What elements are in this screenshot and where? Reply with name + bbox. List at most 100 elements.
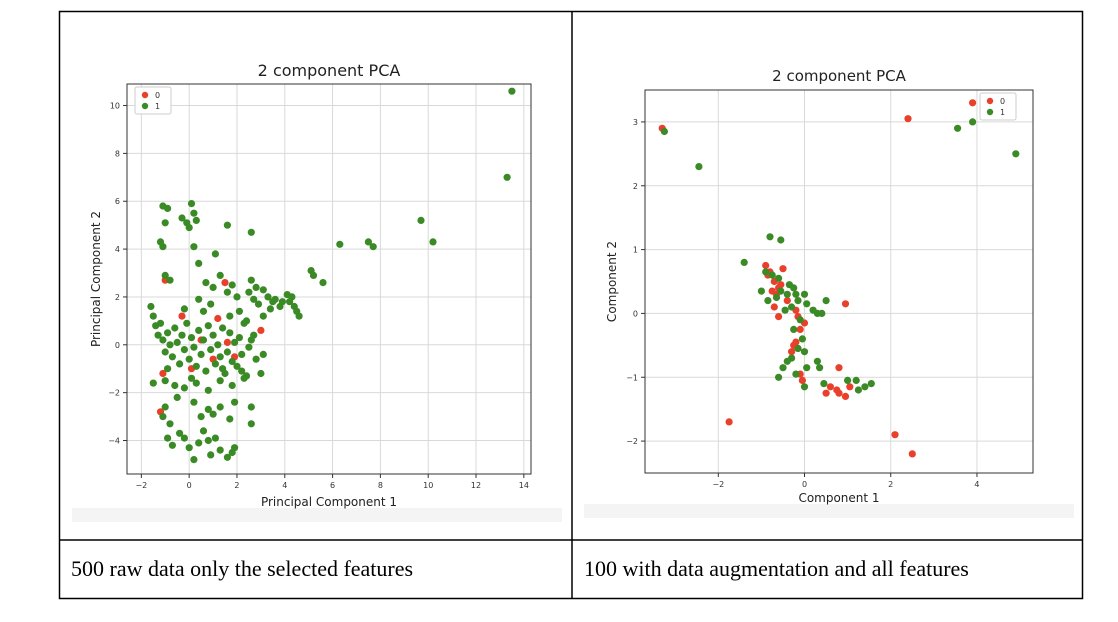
- data-point-class-1: [195, 439, 203, 447]
- data-point-class-1: [429, 238, 437, 246]
- x-tick-label: 0: [802, 480, 807, 489]
- data-point-class-1: [695, 163, 703, 171]
- data-point-class-1: [168, 353, 176, 361]
- data-point-class-1: [783, 290, 791, 298]
- data-point-class-1: [233, 362, 241, 370]
- data-point-class-1: [159, 243, 167, 251]
- data-point-class-1: [1012, 150, 1020, 158]
- y-tick-label: −2: [108, 389, 120, 398]
- data-point-class-1: [777, 287, 785, 295]
- data-point-class-1: [319, 279, 327, 287]
- data-point-class-1: [195, 326, 203, 334]
- data-point-class-0: [841, 392, 850, 400]
- data-point-class-1: [161, 219, 169, 227]
- data-point-class-1: [259, 286, 267, 294]
- plot-area: [127, 84, 531, 474]
- caption-left: 500 raw data only the selected features: [71, 556, 414, 581]
- data-point-class-1: [803, 300, 811, 308]
- legend-marker-0: [141, 91, 149, 99]
- data-point-class-1: [231, 444, 239, 452]
- data-point-class-1: [792, 290, 800, 298]
- data-point-class-1: [190, 209, 198, 217]
- data-point-class-1: [199, 307, 208, 315]
- data-point-class-1: [788, 303, 796, 311]
- data-point-class-1: [180, 305, 188, 313]
- y-axis-label: Principal Component 2: [89, 211, 103, 347]
- y-tick-label: −4: [108, 437, 120, 446]
- data-point-class-1: [161, 377, 169, 385]
- caption-right: 100 with data augmentation and all featu…: [584, 556, 969, 581]
- data-point-class-1: [204, 322, 212, 330]
- data-point-class-1: [209, 331, 217, 339]
- data-point-class-1: [247, 228, 255, 236]
- data-point-class-1: [309, 271, 318, 279]
- x-tick-label: 14: [519, 481, 529, 490]
- data-point-class-1: [254, 300, 263, 308]
- x-axis-label: Component 1: [798, 491, 879, 505]
- axes-frame: [126, 83, 532, 475]
- data-point-class-1: [781, 306, 789, 314]
- data-point-class-1: [369, 243, 377, 251]
- y-tick-label: 1: [633, 246, 638, 255]
- data-point-class-1: [216, 377, 224, 385]
- y-tick-label: 3: [633, 118, 638, 127]
- table-border: [58, 10, 1084, 600]
- data-point-class-0: [788, 348, 796, 356]
- data-point-class-1: [161, 348, 169, 356]
- data-point-class-1: [159, 336, 167, 344]
- data-point-class-1: [231, 398, 239, 406]
- data-point-class-0: [822, 389, 830, 397]
- data-point-class-1: [187, 200, 196, 208]
- data-point-class-1: [233, 293, 241, 301]
- data-point-class-1: [161, 403, 169, 411]
- data-point-class-0: [178, 312, 186, 320]
- data-point-class-1: [768, 271, 776, 279]
- data-point-class-0: [891, 431, 899, 439]
- x-tick-label: 4: [974, 480, 979, 489]
- data-point-class-1: [211, 250, 219, 258]
- data-point-class-1: [176, 360, 184, 368]
- data-point-class-1: [223, 288, 231, 296]
- data-point-class-1: [250, 295, 258, 303]
- data-point-class-1: [508, 87, 516, 95]
- legend-marker-1: [141, 102, 149, 110]
- data-point-class-1: [202, 279, 210, 287]
- data-point-class-1: [779, 364, 787, 372]
- data-point-class-1: [790, 284, 798, 292]
- data-point-class-1: [240, 374, 248, 382]
- data-point-class-1: [226, 329, 234, 337]
- data-point-class-1: [197, 350, 205, 358]
- data-point-class-1: [159, 413, 167, 421]
- data-point-class-1: [190, 243, 198, 251]
- data-point-class-0: [770, 303, 778, 311]
- data-point-class-1: [247, 420, 255, 428]
- x-tick-label: 10: [423, 481, 433, 490]
- data-point-class-1: [954, 124, 962, 132]
- data-point-class-1: [740, 258, 748, 266]
- y-tick-label: 0: [115, 341, 120, 350]
- data-point-class-1: [266, 305, 274, 313]
- data-point-class-1: [178, 331, 186, 339]
- data-point-class-1: [822, 297, 830, 305]
- data-point-class-1: [180, 384, 188, 392]
- figure-shadow-right: [584, 504, 1074, 518]
- data-point-class-1: [276, 302, 284, 311]
- data-point-class-0: [777, 281, 785, 289]
- y-tick-label: 10: [110, 102, 120, 111]
- x-axis-label: Principal Component 1: [261, 495, 397, 509]
- data-point-class-1: [259, 312, 267, 320]
- data-point-class-0: [783, 297, 791, 305]
- data-point-class-1: [216, 271, 224, 279]
- y-axis-label: Component 2: [605, 241, 619, 322]
- data-point-class-1: [187, 374, 196, 382]
- data-point-class-1: [772, 293, 781, 302]
- data-point-class-1: [216, 353, 224, 361]
- x-tick-label: 4: [282, 481, 287, 490]
- data-point-class-1: [238, 367, 246, 375]
- data-point-class-1: [235, 334, 243, 342]
- data-point-class-0: [159, 369, 167, 378]
- data-point-class-1: [161, 271, 169, 279]
- data-point-class-1: [660, 127, 668, 136]
- axes-frame: [644, 89, 1034, 474]
- data-point-class-1: [250, 331, 258, 339]
